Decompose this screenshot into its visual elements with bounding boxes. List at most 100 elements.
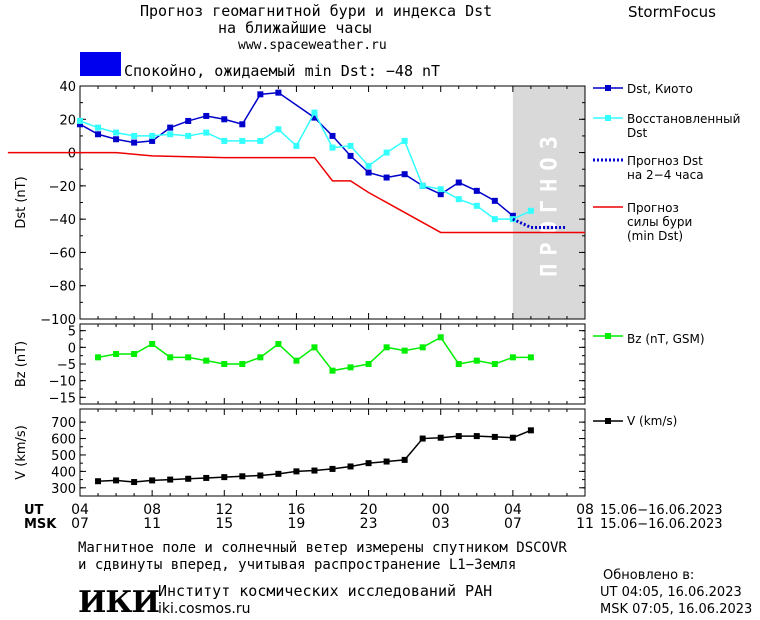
data-point bbox=[203, 129, 210, 136]
x-tick-label-ut: 04 bbox=[504, 502, 522, 518]
legend-marker bbox=[605, 418, 611, 424]
data-point bbox=[329, 132, 336, 139]
data-point bbox=[383, 174, 390, 181]
status-color-box bbox=[80, 52, 121, 76]
data-point bbox=[203, 357, 210, 364]
footer-note-line2: и сдвинуты вперед, учитывая распростране… bbox=[78, 557, 517, 573]
x-tick-label-ut: 20 bbox=[360, 502, 378, 518]
data-point bbox=[293, 468, 300, 475]
x-axis-ut-label: UT bbox=[24, 503, 44, 518]
data-point bbox=[455, 433, 462, 440]
data-point bbox=[95, 124, 102, 131]
data-point bbox=[437, 191, 444, 198]
data-point bbox=[527, 427, 534, 434]
data-point bbox=[275, 341, 282, 347]
date-range-msk: 15.06−16.06.2023 bbox=[600, 517, 723, 532]
x-tick-label-ut: 12 bbox=[215, 502, 233, 518]
y-tick-label: 300 bbox=[51, 482, 76, 497]
site-link[interactable]: www.spaceweather.ru bbox=[238, 38, 387, 53]
title-line2: на ближайшие часы bbox=[218, 19, 372, 37]
footer-note-line1: Магнитное поле и солнечный ветер измерен… bbox=[78, 540, 567, 556]
data-point bbox=[311, 467, 318, 474]
data-point bbox=[185, 354, 192, 361]
y-tick-label: 0 bbox=[68, 341, 76, 356]
data-point bbox=[329, 144, 336, 151]
x-tick-label-ut: 08 bbox=[576, 502, 594, 518]
data-point bbox=[275, 470, 282, 477]
y-axis-label: Bz (nT) bbox=[14, 341, 29, 387]
legend-label: силы бури bbox=[627, 215, 692, 229]
data-point bbox=[347, 152, 354, 159]
data-point bbox=[293, 142, 300, 149]
x-tick-label-msk: 11 bbox=[143, 516, 161, 532]
data-point bbox=[509, 212, 516, 219]
institute-site[interactable]: iki.cosmos.ru bbox=[158, 601, 251, 617]
y-tick-label: 5 bbox=[68, 325, 76, 340]
data-point bbox=[185, 132, 192, 139]
legend-label: на 2−4 часа bbox=[627, 168, 704, 182]
data-point bbox=[455, 361, 462, 367]
legend-label: Dst, Киото bbox=[627, 82, 693, 96]
y-tick-label: 600 bbox=[51, 433, 76, 448]
legend-label: (min Dst) bbox=[627, 229, 683, 243]
y-tick-label: 40 bbox=[59, 80, 76, 95]
data-point bbox=[113, 129, 120, 136]
data-point bbox=[437, 434, 444, 441]
series-line bbox=[97, 336, 531, 372]
series-line bbox=[7, 151, 585, 234]
data-point bbox=[383, 149, 390, 156]
data-point bbox=[221, 137, 228, 144]
series-line bbox=[79, 111, 532, 220]
brand-label: StormFocus bbox=[628, 3, 716, 21]
data-point bbox=[347, 364, 354, 371]
y-tick-label: 700 bbox=[51, 416, 76, 431]
data-point bbox=[347, 142, 354, 149]
updated-ut: UT 04:05, 16.06.2023 bbox=[600, 585, 742, 600]
data-point bbox=[491, 197, 498, 204]
data-point bbox=[149, 477, 156, 484]
series-line bbox=[79, 91, 514, 217]
y-tick-label: −15 bbox=[49, 391, 76, 406]
data-point bbox=[221, 116, 228, 123]
x-tick-label-msk: 03 bbox=[432, 516, 450, 532]
data-point bbox=[491, 361, 498, 367]
legend-label: V (km/s) bbox=[627, 414, 677, 428]
x-tick-label-msk: 23 bbox=[360, 516, 378, 532]
data-point bbox=[401, 171, 408, 178]
data-point bbox=[257, 354, 264, 361]
x-tick-label-ut: 08 bbox=[143, 502, 161, 518]
data-point bbox=[221, 361, 228, 367]
data-point bbox=[527, 354, 534, 361]
iki-logo: ИКИ bbox=[78, 585, 160, 620]
data-point bbox=[95, 478, 102, 485]
updated-msk: MSK 07:05, 16.06.2023 bbox=[600, 602, 753, 617]
y-tick-label: −60 bbox=[49, 246, 76, 261]
data-point bbox=[455, 179, 462, 186]
data-point bbox=[509, 434, 516, 441]
data-point bbox=[185, 117, 192, 124]
x-tick-label-ut: 16 bbox=[288, 502, 306, 518]
data-point bbox=[401, 347, 408, 354]
data-point bbox=[509, 354, 516, 361]
y-axis-label: V (km/s) bbox=[14, 425, 29, 480]
legend-marker bbox=[605, 115, 611, 121]
data-point bbox=[401, 137, 408, 144]
date-range-ut: 15.06−16.06.2023 bbox=[600, 503, 723, 518]
data-point bbox=[419, 435, 426, 442]
title-line1: Прогноз геомагнитной бури и индекса Dst bbox=[140, 2, 493, 20]
data-point bbox=[437, 186, 444, 193]
data-point bbox=[329, 465, 336, 472]
x-tick-label-msk: 11 bbox=[576, 516, 594, 532]
data-point bbox=[131, 132, 138, 139]
data-point bbox=[311, 344, 318, 351]
legend-label: Dst bbox=[627, 126, 647, 140]
data-point bbox=[473, 202, 480, 209]
y-tick-label: −40 bbox=[49, 213, 76, 228]
legend-label: Прогноз Dst bbox=[627, 154, 703, 168]
panel-frame bbox=[79, 85, 586, 320]
data-point bbox=[401, 456, 408, 463]
y-tick-label: −100 bbox=[40, 313, 76, 328]
data-point bbox=[167, 354, 174, 361]
data-point bbox=[365, 169, 372, 176]
